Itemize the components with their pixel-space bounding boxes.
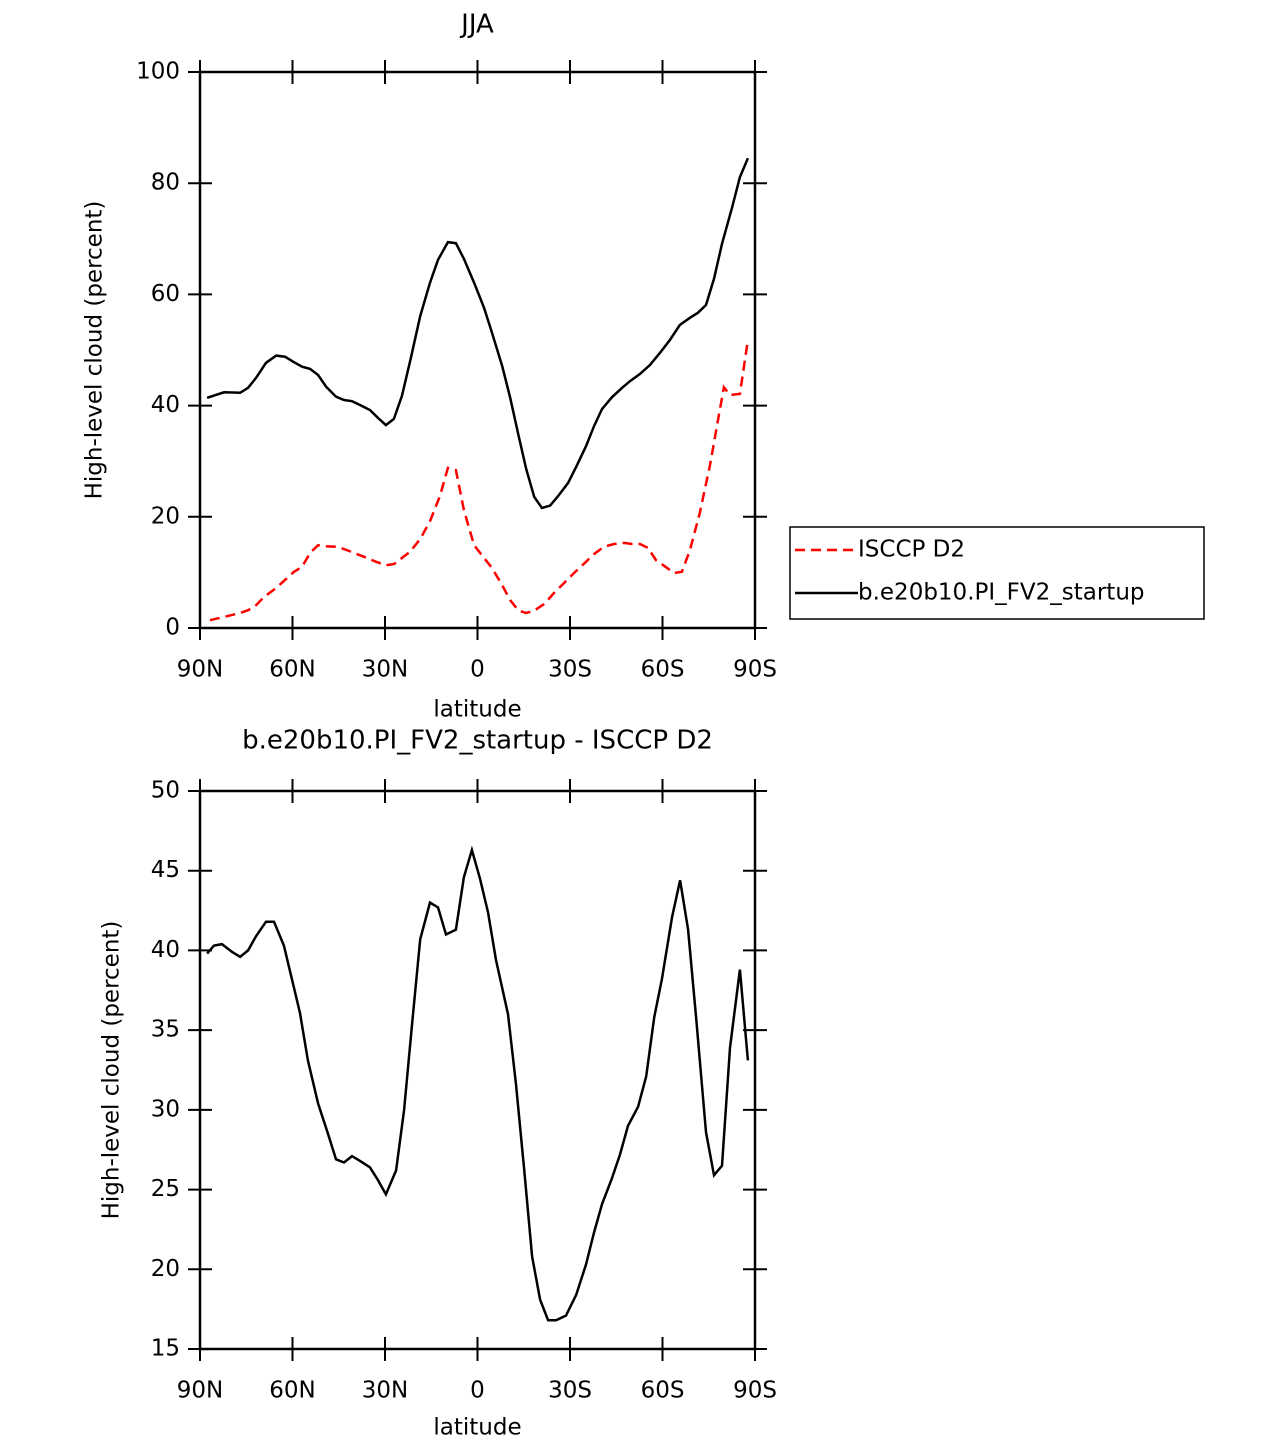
legend-label: b.e20b10.PI_FV2_startup: [858, 580, 1145, 606]
y-tick-label: 45: [151, 857, 180, 883]
y-tick-label: 20: [151, 1256, 180, 1282]
y-tick-label: 50: [151, 778, 180, 804]
x-axis-label: latitude: [433, 697, 521, 723]
plot-frame: [198, 70, 757, 630]
legend-label: ISCCP D2: [858, 537, 965, 563]
y-tick-label: 40: [151, 937, 180, 963]
x-tick-label: 60N: [269, 1378, 315, 1404]
series-line: [209, 339, 750, 622]
plot-frame: [198, 789, 757, 1351]
x-tick-label: 60S: [641, 1378, 685, 1404]
y-tick-label: 60: [151, 281, 180, 307]
x-tick-label: 30N: [362, 657, 408, 683]
y-tick-label: 80: [151, 170, 180, 196]
x-axis-label: latitude: [433, 1415, 521, 1441]
chart-title: JJA: [459, 10, 494, 40]
y-tick-label: 100: [136, 59, 180, 85]
legend-box: [789, 526, 1205, 620]
x-tick-label: 60S: [641, 657, 685, 683]
x-tick-label: 60N: [269, 657, 315, 683]
x-tick-label: 90S: [733, 1378, 777, 1404]
x-tick-label: 30S: [548, 1378, 592, 1404]
y-axis-label: High-level cloud (percent): [82, 201, 108, 500]
y-tick-label: 30: [151, 1096, 180, 1122]
x-tick-label: 30S: [548, 657, 592, 683]
chart-title: b.e20b10.PI_FV2_startup - ISCCP D2: [242, 726, 713, 756]
x-tick-label: 0: [470, 1378, 485, 1404]
x-tick-label: 0: [470, 657, 485, 683]
x-tick-label: 90N: [177, 657, 223, 683]
y-tick-label: 0: [165, 615, 180, 641]
x-tick-label: 90N: [177, 1378, 223, 1404]
y-tick-label: 35: [151, 1017, 180, 1043]
y-tick-label: 15: [151, 1336, 180, 1362]
y-axis-label: High-level cloud (percent): [99, 921, 125, 1220]
y-tick-label: 40: [151, 392, 180, 418]
x-tick-label: 90S: [733, 657, 777, 683]
x-tick-label: 30N: [362, 1378, 408, 1404]
series-line: [206, 845, 750, 1322]
y-tick-label: 20: [151, 503, 180, 529]
series-line: [206, 157, 750, 510]
y-tick-label: 25: [151, 1176, 180, 1202]
